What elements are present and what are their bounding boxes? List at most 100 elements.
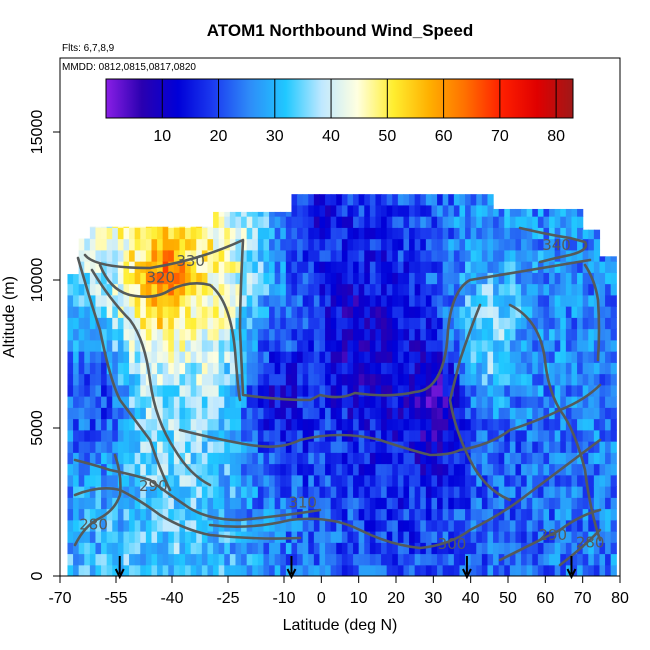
heatmap-cell [498, 208, 505, 217]
heatmap-cell [549, 328, 556, 341]
heatmap-cell [593, 238, 601, 251]
heatmap-cell [532, 418, 539, 431]
heatmap-cell [78, 373, 85, 386]
heatmap-cell [101, 261, 108, 273]
contour-label: 280 [576, 533, 605, 551]
heatmap-cell [269, 328, 276, 341]
heatmap-cell [168, 531, 175, 543]
heatmap-cell [515, 508, 522, 521]
heatmap-cell [241, 497, 248, 510]
heatmap-cell [162, 294, 169, 307]
heatmap-cell [386, 463, 393, 476]
heatmap-cell [285, 553, 293, 566]
heatmap-cell [532, 216, 539, 228]
contour-300 [208, 438, 602, 550]
heatmap-cell [420, 272, 427, 285]
heatmap-cell [308, 407, 315, 420]
heatmap-cell [78, 362, 85, 375]
heatmap-cell [599, 256, 606, 262]
heatmap-cell [425, 463, 433, 476]
heatmap-cell [470, 373, 477, 386]
heatmap-cell [313, 486, 321, 498]
heatmap-cell [593, 328, 601, 341]
heatmap-cell [140, 553, 147, 566]
heatmap-cell [302, 351, 309, 363]
heatmap-cell [280, 306, 287, 318]
heatmap-cell [235, 351, 242, 363]
heatmap-cell [190, 519, 197, 532]
heatmap-cell [582, 328, 589, 341]
heatmap-cell [157, 486, 164, 498]
heatmap-cell [521, 396, 528, 408]
heatmap-cell [235, 396, 242, 408]
heatmap-cell [509, 227, 517, 240]
heatmap-cell [554, 238, 561, 251]
heatmap-cell [308, 328, 315, 341]
heatmap-cell [375, 508, 382, 521]
heatmap-cell [565, 216, 573, 228]
heatmap-cell [185, 351, 192, 363]
heatmap-cell [493, 351, 500, 363]
heatmap-cell [67, 429, 74, 442]
heatmap-cell [84, 452, 91, 465]
heatmap-cell [224, 373, 231, 386]
heatmap-cell [140, 486, 147, 498]
heatmap-cell [442, 261, 449, 273]
heatmap-cell [129, 497, 136, 510]
heatmap-cell [129, 396, 136, 408]
heatmap-cell [504, 441, 511, 453]
heatmap-cell [274, 216, 281, 228]
heatmap-cell [437, 429, 444, 442]
heatmap-cell [476, 542, 483, 555]
heatmap-cell [465, 486, 472, 498]
heatmap-cell [246, 384, 253, 397]
heatmap-cell [157, 226, 164, 228]
heatmap-cell [269, 294, 276, 307]
heatmap-cell [476, 429, 483, 442]
heatmap-cell [73, 328, 80, 341]
heatmap-cell [543, 441, 550, 453]
heatmap-cell [448, 519, 455, 532]
heatmap-cell [252, 396, 259, 408]
heatmap-cell [465, 519, 472, 532]
heatmap-cell [543, 384, 550, 397]
heatmap-cell [190, 283, 197, 296]
heatmap-cell [431, 261, 438, 273]
heatmap-cell [554, 351, 561, 363]
heatmap-cell [84, 317, 91, 330]
heatmap-cell [112, 227, 119, 240]
heatmap-cell [140, 317, 147, 330]
heatmap-cell [123, 497, 130, 510]
heatmap-cell [358, 463, 365, 476]
heatmap-cell [425, 238, 433, 251]
heatmap-cell [123, 306, 130, 318]
heatmap-cell [409, 531, 416, 543]
heatmap-cell [246, 396, 253, 408]
heatmap-cell [257, 272, 265, 285]
heatmap-cell [593, 317, 601, 330]
heatmap-cell [386, 249, 393, 262]
heatmap-cell [582, 317, 589, 330]
heatmap-cell [112, 317, 119, 330]
heatmap-cell [213, 441, 220, 453]
heatmap-cell [532, 339, 539, 352]
heatmap-cell [252, 373, 259, 386]
heatmap-cell [313, 407, 321, 420]
heatmap-cell [565, 407, 573, 420]
heatmap-cell [157, 294, 164, 307]
heatmap-cell [297, 564, 304, 576]
plot-frame [59, 57, 621, 577]
heatmap-cell [341, 407, 349, 420]
heatmap-cell [319, 362, 326, 375]
heatmap-cell [89, 351, 97, 363]
heatmap-cell [297, 441, 304, 453]
x-tick-label: 70 [574, 590, 592, 607]
heatmap-cell [487, 474, 494, 487]
heatmap-cell [588, 384, 595, 397]
heatmap-cell [481, 452, 489, 465]
heatmap-cell [459, 531, 466, 543]
heatmap-cell [364, 418, 371, 431]
heatmap-cell [358, 283, 365, 296]
heatmap-cell [353, 407, 360, 420]
heatmap-cell [560, 373, 567, 386]
